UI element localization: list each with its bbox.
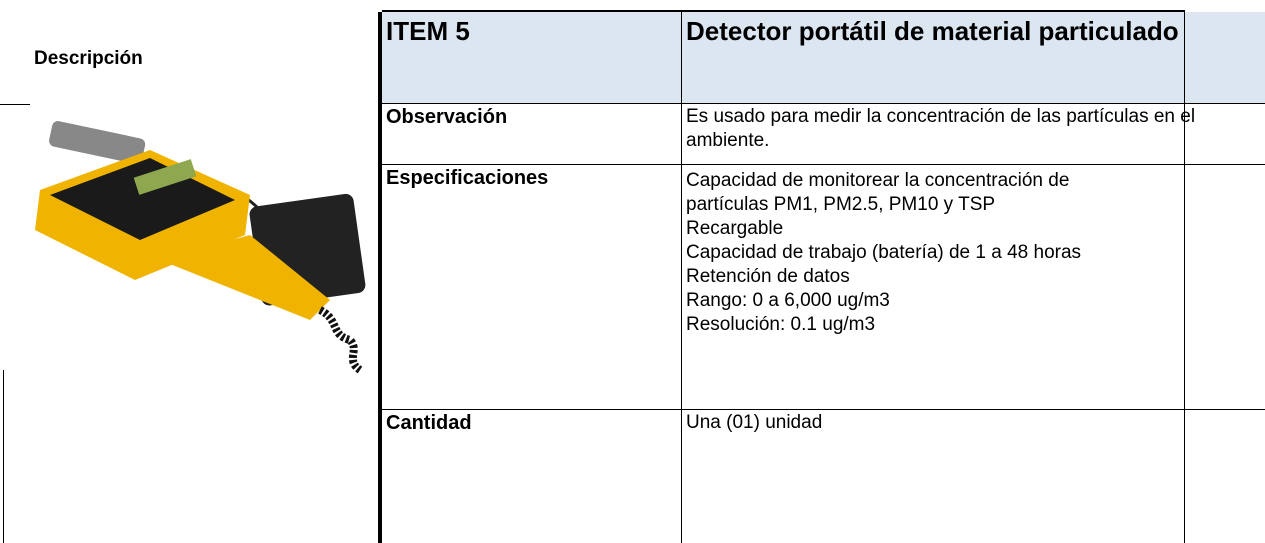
header-cell: ITEM 5	[382, 12, 682, 104]
row-label: Cantidad	[382, 410, 682, 543]
device-image	[35, 121, 366, 374]
table-border	[378, 12, 382, 543]
cell	[1185, 165, 1265, 410]
rule	[3, 370, 4, 543]
cell	[1185, 104, 1265, 165]
spec-line: Rango: 0 a 6,000 ug/m3	[686, 290, 890, 311]
spec-line: Retención de datos	[686, 266, 850, 287]
spec-line: Recargable	[686, 218, 784, 239]
header-cell: Detector portátil de material particulad…	[682, 12, 1185, 104]
row-value: Capacidad de monitorear la concentración…	[682, 165, 1185, 410]
row-value: Una (01) unidad	[682, 410, 1185, 543]
description-label: Descripción	[34, 48, 143, 69]
row-label: Especificaciones	[382, 165, 682, 410]
row-label: Observación	[382, 104, 682, 165]
rule	[0, 104, 30, 105]
spec-line: Resolución: 0.1 ug/m3	[686, 314, 876, 335]
cell	[1185, 410, 1265, 543]
spec-line: Capacidad de trabajo (batería) de 1 a 48…	[686, 242, 1082, 263]
header-cell	[1185, 12, 1265, 104]
text: Es usado para medir la concentración de …	[686, 106, 1196, 151]
row-value: Es usado para medir la concentración de …	[682, 104, 1195, 165]
table-border	[382, 10, 1185, 12]
spec-line: Capacidad de monitorear la concentración…	[686, 170, 1070, 215]
